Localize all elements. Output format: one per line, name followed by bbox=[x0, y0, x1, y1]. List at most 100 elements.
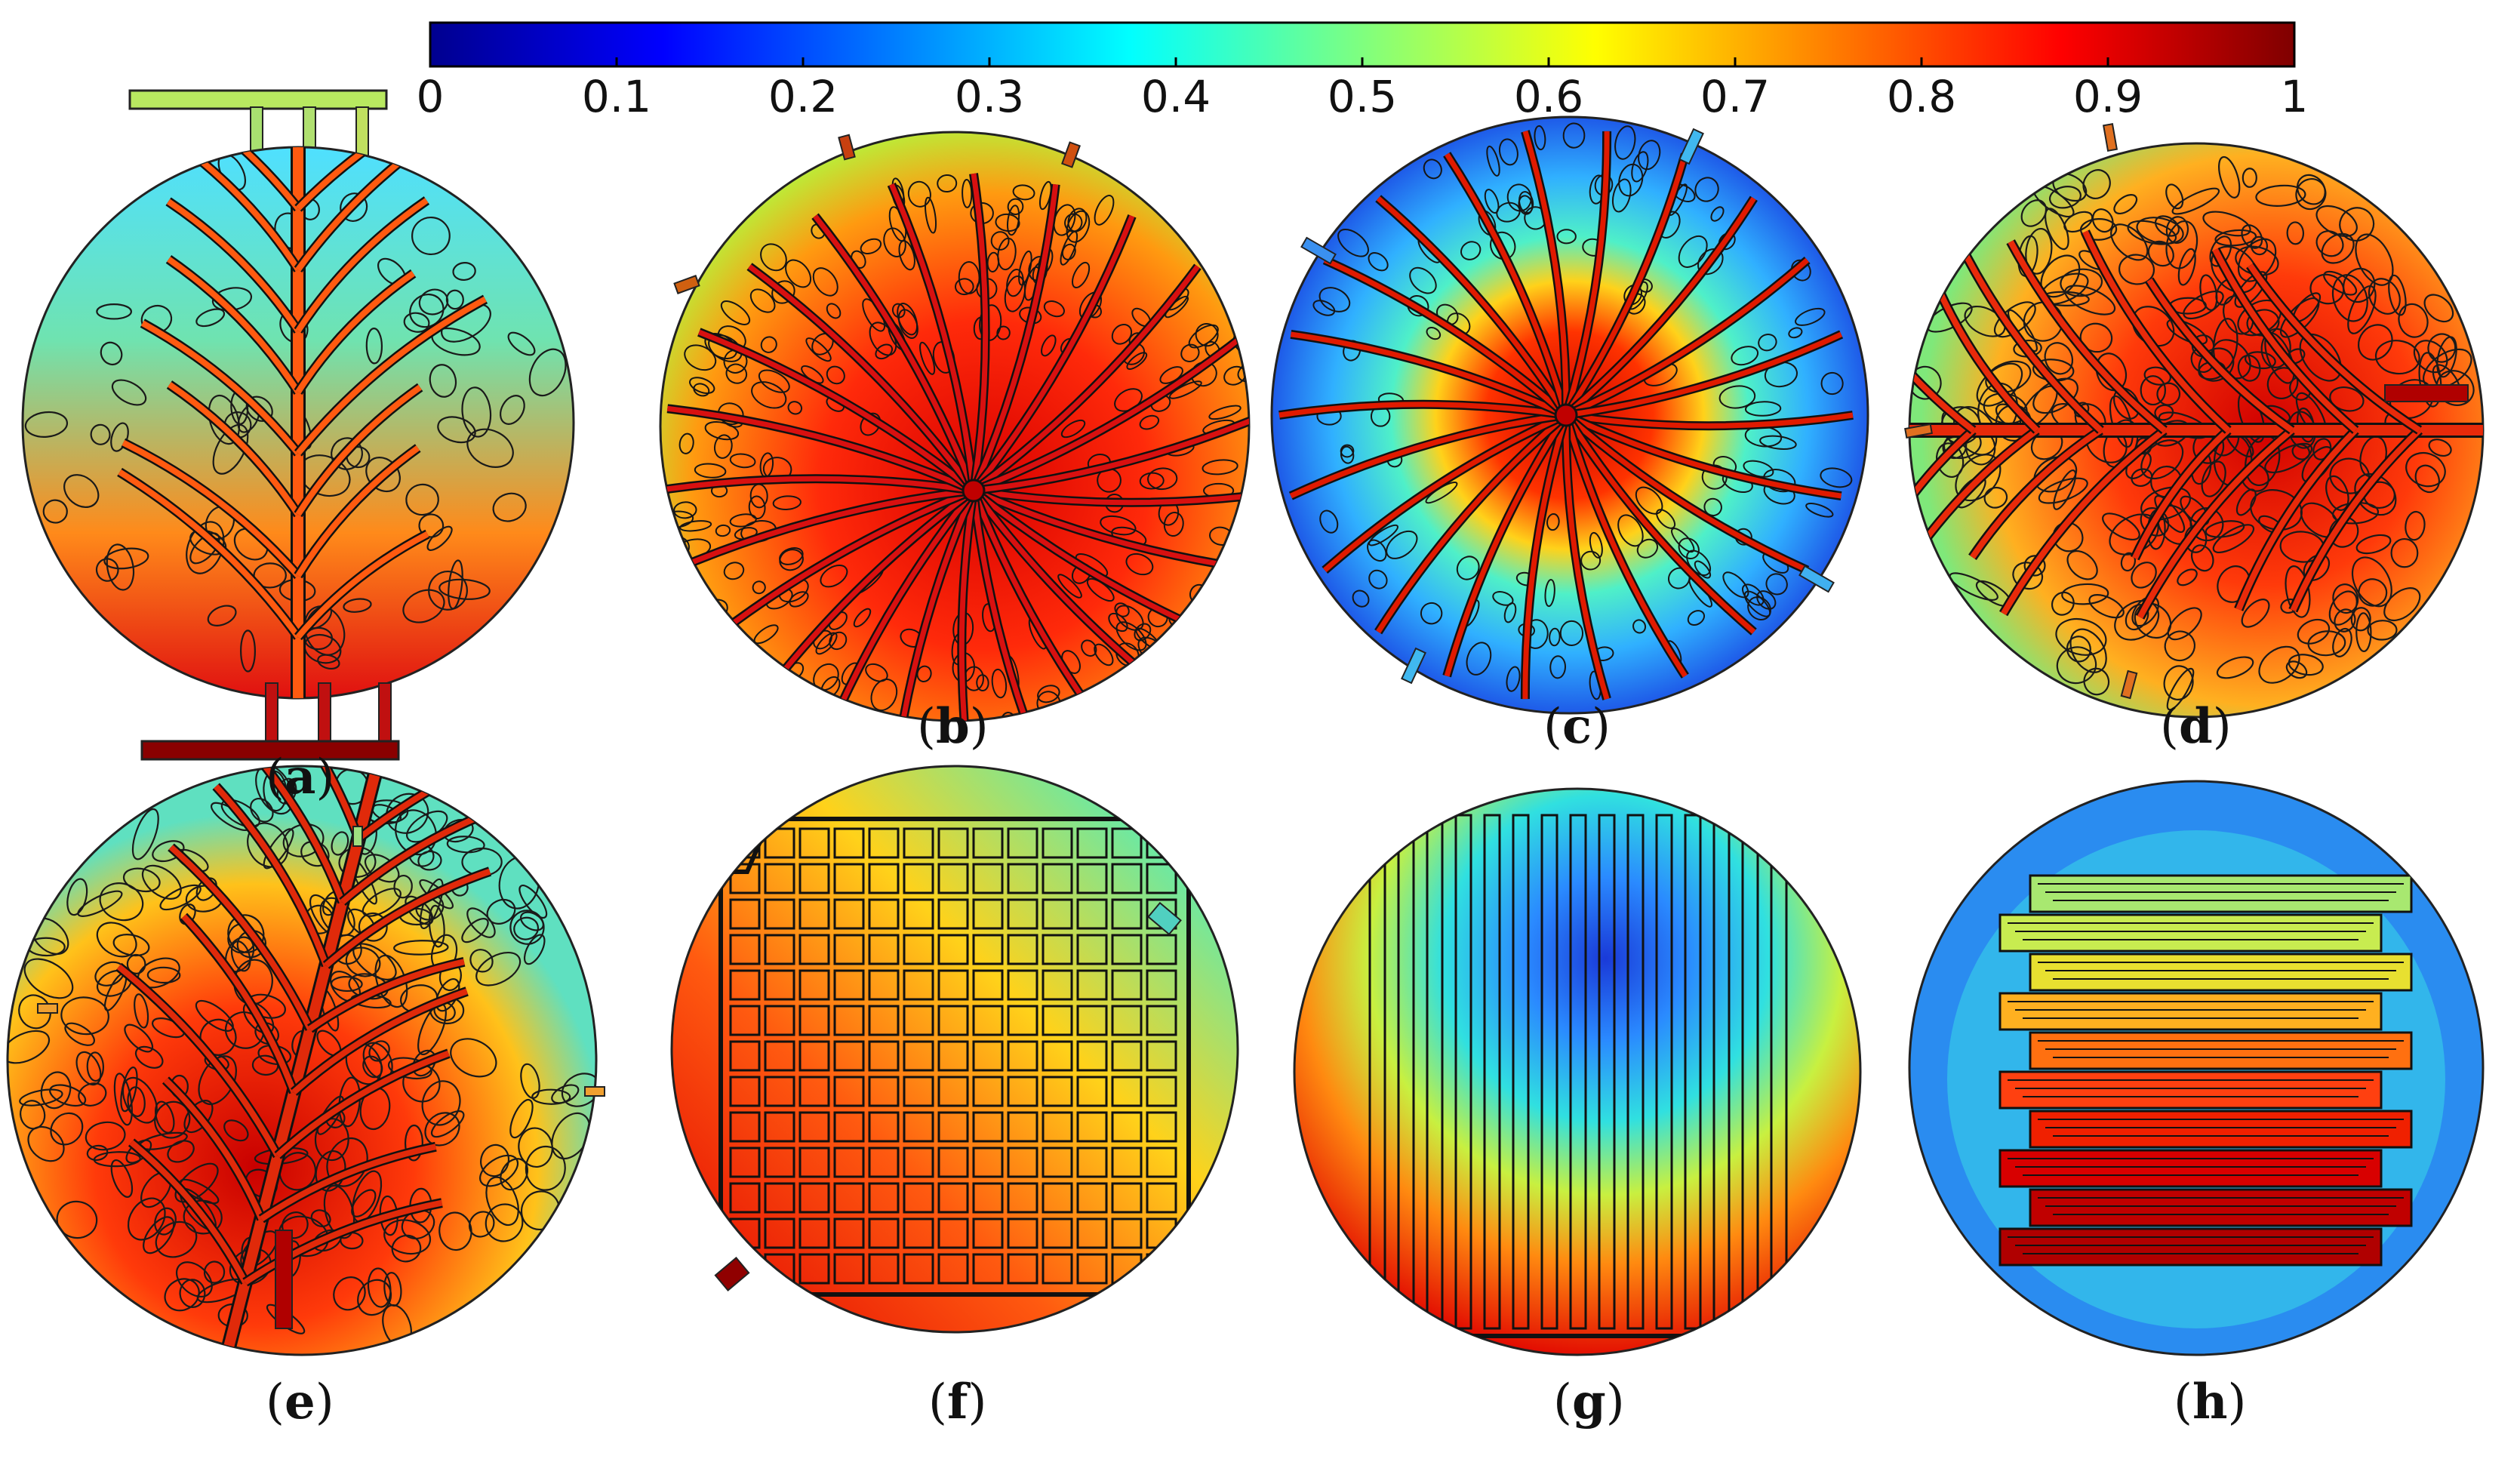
vein-cell bbox=[24, 411, 69, 438]
vein-cell bbox=[791, 685, 808, 702]
vein-cell bbox=[2177, 248, 2196, 286]
radial-vein bbox=[747, 264, 976, 493]
colorbar-tick-label: 0.2 bbox=[768, 71, 838, 122]
vein-cell bbox=[1549, 627, 1561, 647]
vein-cell bbox=[1192, 602, 1224, 630]
center-port bbox=[962, 479, 986, 503]
vein-cell bbox=[1486, 145, 1500, 177]
radial-vein bbox=[812, 488, 976, 721]
grid-cell bbox=[764, 969, 795, 1001]
vein-cell bbox=[40, 1071, 72, 1110]
radial-vein bbox=[1565, 412, 1842, 499]
grid-cell bbox=[868, 1040, 900, 1072]
vein-cell bbox=[1503, 602, 1517, 623]
vein-cell bbox=[405, 895, 434, 925]
grid-cell bbox=[903, 1182, 934, 1214]
vein-cell bbox=[2368, 278, 2401, 315]
vein-cell bbox=[2216, 656, 2254, 679]
grid-cell bbox=[833, 827, 865, 859]
grid-cell bbox=[764, 827, 795, 859]
branch-vein bbox=[243, 1199, 443, 1285]
vein-network-d bbox=[1909, 155, 2483, 711]
vein-cell bbox=[507, 331, 536, 356]
vein-cell bbox=[1249, 515, 1285, 539]
grid-cell bbox=[729, 1005, 761, 1036]
grid-cell bbox=[729, 1040, 761, 1072]
vein-cell bbox=[230, 940, 251, 972]
vein-cell bbox=[2237, 238, 2277, 282]
vein-cell bbox=[1125, 553, 1154, 576]
vein-cell bbox=[1060, 419, 1086, 439]
vein-cell bbox=[1094, 195, 1115, 226]
vein-cell bbox=[303, 605, 346, 656]
branch-vein bbox=[2248, 263, 2421, 433]
grid-cell bbox=[937, 969, 969, 1001]
grid-cell bbox=[972, 969, 1004, 1001]
vein-cell bbox=[860, 238, 882, 255]
vein-cell bbox=[1259, 488, 1275, 500]
vein-cell bbox=[1352, 589, 1370, 608]
branch-vein bbox=[214, 784, 329, 967]
serpentine-row bbox=[1998, 913, 2383, 953]
vein-cell bbox=[1656, 509, 1676, 529]
grid-cell bbox=[1042, 1005, 1073, 1036]
branch-vein bbox=[2212, 248, 2358, 433]
radial-vein bbox=[1522, 414, 1569, 700]
vein-cell bbox=[996, 325, 1011, 340]
vein-cell bbox=[1409, 266, 1437, 294]
grid-cell bbox=[833, 1253, 865, 1285]
vein-cell bbox=[208, 394, 241, 445]
vein-cell bbox=[1549, 655, 1566, 679]
radial-vein bbox=[666, 488, 974, 575]
vein-cell bbox=[93, 1151, 141, 1168]
vein-cell bbox=[2357, 324, 2393, 361]
vein-cell bbox=[2291, 443, 2311, 460]
vein-cell bbox=[1094, 643, 1114, 666]
panel-a bbox=[21, 89, 575, 761]
vein-cell bbox=[85, 1121, 126, 1151]
vein-cell bbox=[1635, 486, 1663, 515]
vein-cell bbox=[520, 1063, 540, 1099]
vein-cell bbox=[49, 1084, 87, 1107]
vein-cell bbox=[1111, 324, 1133, 345]
branch-vein bbox=[1909, 270, 1975, 433]
vein-cell bbox=[729, 453, 756, 469]
vein-cell bbox=[2209, 235, 2232, 267]
vein-cell bbox=[1245, 361, 1249, 377]
port-stub bbox=[1904, 423, 1933, 439]
grid-cell bbox=[972, 863, 1004, 894]
vein-cell bbox=[2355, 534, 2392, 555]
vein-cell bbox=[2405, 510, 2426, 541]
vein-cell bbox=[1618, 163, 1644, 197]
vein-cell bbox=[1731, 346, 1759, 366]
vein-cell bbox=[2354, 472, 2397, 516]
vein-cell bbox=[1146, 700, 1164, 719]
vein-cell bbox=[2088, 594, 2125, 619]
vein-cell bbox=[223, 1119, 249, 1142]
vein-cell bbox=[367, 1267, 392, 1308]
grid-cell bbox=[1076, 969, 1108, 1001]
vein-cell bbox=[393, 874, 413, 899]
vein-cell bbox=[2118, 254, 2155, 285]
grid-cell bbox=[798, 827, 830, 859]
vein-cell bbox=[2180, 495, 2210, 526]
colorbar-tick-label: 1 bbox=[2281, 71, 2309, 122]
grid-cell bbox=[1076, 827, 1108, 859]
vein-cell bbox=[351, 1189, 377, 1217]
parallel-channel bbox=[1684, 814, 1702, 1330]
center-port bbox=[1554, 403, 1578, 427]
vein-cell bbox=[86, 1144, 109, 1162]
vein-cell bbox=[8, 1030, 51, 1064]
vein-cell bbox=[333, 1276, 366, 1311]
grid-cell bbox=[972, 1040, 1004, 1072]
vein-cell bbox=[954, 278, 974, 296]
vein-cell bbox=[1147, 467, 1178, 491]
grid-cell bbox=[1146, 1040, 1177, 1072]
vein-cell bbox=[418, 513, 445, 538]
serpentine-row bbox=[2029, 1031, 2413, 1070]
vein-cell bbox=[1157, 695, 1180, 719]
vein-cell bbox=[1037, 685, 1060, 703]
grid-cell bbox=[729, 898, 761, 930]
vein-cell bbox=[1949, 572, 1998, 601]
vein-cell bbox=[1182, 629, 1203, 649]
